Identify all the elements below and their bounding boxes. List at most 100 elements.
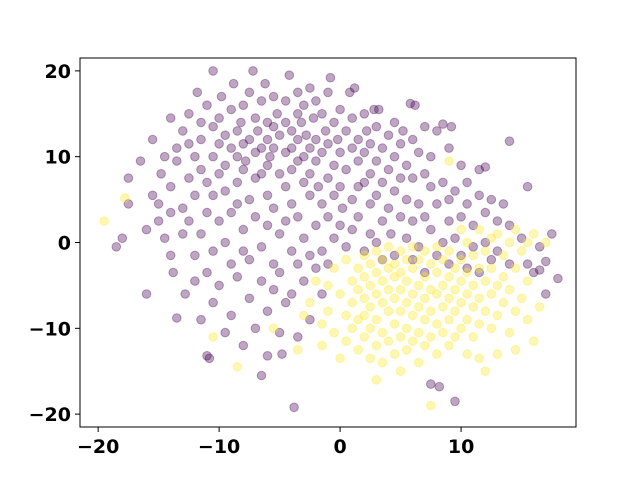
point-series-0-8 <box>147 190 158 201</box>
point-series-1-104 <box>450 263 460 274</box>
point-series-1-49 <box>383 263 394 274</box>
point-series-0-136 <box>293 87 303 98</box>
point-series-0-223 <box>389 186 400 196</box>
point-series-1-39 <box>371 289 382 299</box>
point-series-0-41 <box>202 177 212 188</box>
point-series-0-200 <box>359 177 370 188</box>
point-series-0-294 <box>547 229 557 239</box>
point-series-1-6 <box>299 310 309 321</box>
point-series-0-27 <box>184 139 194 149</box>
point-series-1-140 <box>498 272 509 282</box>
point-series-0-74 <box>236 117 246 128</box>
point-series-0-194 <box>353 134 364 145</box>
point-series-1-71 <box>407 289 418 299</box>
point-series-0-221 <box>389 117 400 128</box>
point-series-0-122 <box>280 96 291 106</box>
point-series-0-10 <box>153 216 164 226</box>
point-series-0-272 <box>474 164 485 175</box>
point-series-0-291 <box>534 242 545 252</box>
point-series-0-199 <box>359 147 370 158</box>
point-series-1-31 <box>359 332 370 342</box>
x-tick-label: 0 <box>333 436 346 458</box>
point-series-1-120 <box>468 302 479 312</box>
point-series-1-111 <box>456 297 466 308</box>
point-series-0-73 <box>232 272 243 282</box>
point-series-0-171 <box>323 173 333 183</box>
point-series-1-93 <box>432 349 442 359</box>
point-series-0-257 <box>444 194 454 205</box>
x-tick-label: −10 <box>198 436 240 458</box>
point-series-0-75 <box>238 100 249 110</box>
point-series-0-266 <box>456 250 466 261</box>
point-series-0-283 <box>504 136 515 146</box>
point-series-0-52 <box>214 113 224 123</box>
y-axis: −20 −10 0 10 20 <box>29 61 80 426</box>
point-series-0-114 <box>268 284 279 295</box>
point-series-0-68 <box>228 78 239 89</box>
point-series-0-186 <box>341 164 351 175</box>
point-series-0-158 <box>311 134 321 145</box>
point-series-0-38 <box>196 229 206 239</box>
point-series-1-60 <box>395 284 406 295</box>
point-series-1-135 <box>492 229 503 239</box>
point-series-1-18 <box>341 310 351 321</box>
point-series-0-19 <box>172 143 182 153</box>
point-series-1-43 <box>377 254 388 265</box>
point-series-1-153 <box>522 314 533 325</box>
point-series-0-196 <box>353 181 364 192</box>
point-series-1-155 <box>528 336 539 347</box>
point-series-0-281 <box>492 246 503 256</box>
point-series-0-254 <box>438 177 448 188</box>
point-series-0-77 <box>238 164 249 175</box>
point-series-1-129 <box>480 306 491 317</box>
point-series-1-127 <box>480 246 491 256</box>
point-series-1-69 <box>407 242 418 252</box>
point-series-1-68 <box>401 345 412 355</box>
point-series-1-88 <box>426 400 436 411</box>
point-series-0-159 <box>311 156 321 166</box>
point-series-0-172 <box>323 212 333 222</box>
point-series-1-52 <box>383 336 394 347</box>
point-series-0-187 <box>341 242 351 252</box>
point-series-1-134 <box>486 323 497 334</box>
point-series-1-116 <box>462 314 472 325</box>
point-series-1-19 <box>341 336 351 347</box>
point-series-1-110 <box>456 276 466 286</box>
point-series-1-67 <box>401 323 412 334</box>
point-series-0-173 <box>323 259 333 269</box>
point-series-1-23 <box>353 263 364 274</box>
point-series-1-101 <box>444 293 454 304</box>
point-series-0-295 <box>553 273 563 284</box>
point-series-0-117 <box>274 169 285 179</box>
point-series-1-42 <box>371 375 382 385</box>
point-series-1-65 <box>401 276 412 286</box>
point-series-1-143 <box>504 284 515 295</box>
point-series-0-91 <box>250 212 261 222</box>
point-series-0-279 <box>486 254 497 265</box>
point-series-0-236 <box>407 254 418 265</box>
point-series-1-125 <box>474 319 485 329</box>
point-series-1-131 <box>486 233 497 243</box>
point-series-1-56 <box>389 319 400 329</box>
point-series-0-49 <box>208 190 218 201</box>
point-series-0-96 <box>256 169 267 179</box>
point-series-0-247 <box>426 224 436 235</box>
point-series-0-213 <box>377 143 388 153</box>
point-series-1-61 <box>395 306 406 317</box>
point-series-0-51 <box>208 297 218 308</box>
point-series-0-3 <box>123 173 134 183</box>
point-series-0-53 <box>214 139 224 149</box>
point-series-0-118 <box>274 229 285 239</box>
point-series-0-102 <box>262 134 273 145</box>
point-series-0-55 <box>214 216 224 226</box>
point-series-0-227 <box>395 212 406 222</box>
point-series-0-140 <box>293 212 303 222</box>
point-series-1-142 <box>504 237 515 248</box>
point-series-1-117 <box>462 349 472 359</box>
point-series-0-131 <box>286 164 297 175</box>
point-series-0-20 <box>172 156 182 166</box>
point-series-0-142 <box>293 332 303 342</box>
point-series-1-145 <box>510 224 521 235</box>
point-series-1-86 <box>426 306 436 317</box>
point-series-0-192 <box>347 224 358 235</box>
